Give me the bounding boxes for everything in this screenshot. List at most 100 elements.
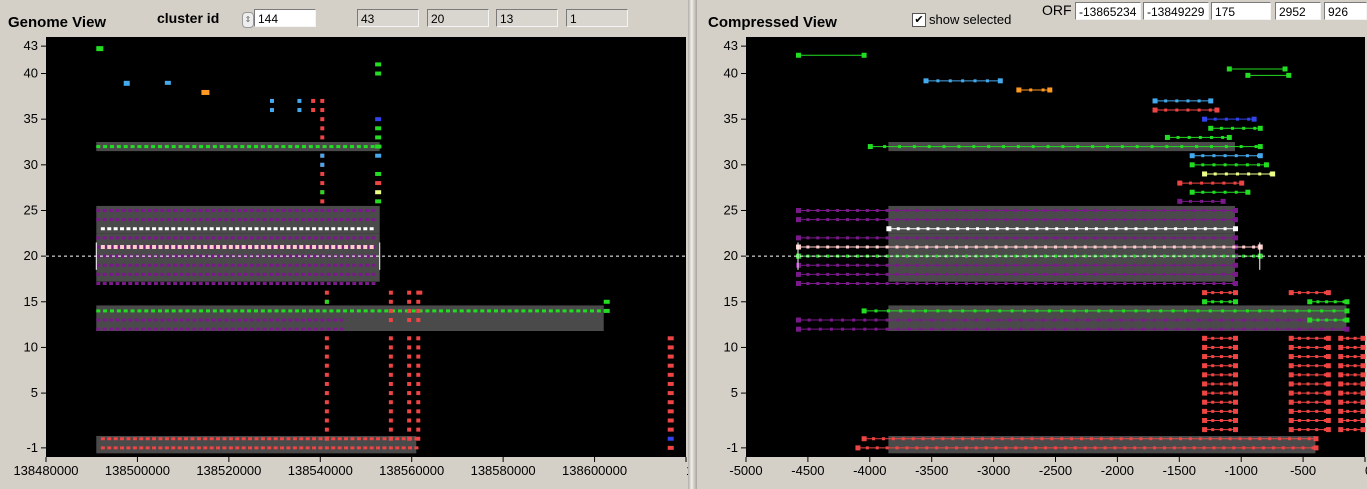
- feature-mark: [1353, 409, 1357, 413]
- feature-mark: [216, 227, 221, 231]
- feature-mark: [1233, 290, 1239, 296]
- feature-mark: [957, 145, 961, 149]
- feature-mark: [324, 227, 329, 231]
- count-field-1: 43: [357, 9, 419, 27]
- feature-mark: [190, 227, 195, 231]
- feature-mark: [1219, 382, 1223, 386]
- feature-mark: [826, 272, 830, 276]
- feature-mark: [795, 235, 801, 241]
- feature-mark: [192, 327, 197, 331]
- show-selected-checkbox[interactable]: ✔: [912, 12, 926, 27]
- feature-mark: [1242, 254, 1246, 258]
- feature-mark: [324, 290, 329, 295]
- feature-mark: [1079, 437, 1083, 441]
- feature-mark: [1323, 382, 1327, 386]
- feature-mark: [1047, 87, 1053, 93]
- feature-mark: [1222, 254, 1226, 258]
- feature-mark: [326, 272, 331, 276]
- feature-mark: [102, 327, 107, 331]
- feature-mark: [307, 272, 312, 276]
- orf-field-4[interactable]: 2952: [1275, 2, 1321, 20]
- orf-field-1[interactable]: -13865234: [1075, 2, 1141, 20]
- feature-mark: [915, 282, 919, 286]
- feature-mark: [576, 309, 581, 313]
- feature-mark: [102, 218, 107, 222]
- feature-mark: [166, 208, 171, 212]
- feature-mark: [382, 437, 387, 441]
- feature-mark: [301, 254, 306, 258]
- feature-mark: [1234, 154, 1238, 158]
- feature-mark: [102, 282, 107, 286]
- feature-mark: [115, 318, 120, 322]
- feature-mark: [795, 52, 801, 58]
- feature-mark: [974, 218, 978, 222]
- feature-mark: [964, 245, 968, 249]
- count-field-2: 20: [427, 9, 489, 27]
- feature-mark: [994, 218, 998, 222]
- feature-mark: [404, 309, 409, 313]
- feature-mark: [411, 309, 416, 313]
- orf-field-3[interactable]: 175: [1211, 2, 1271, 20]
- feature-mark: [1212, 282, 1216, 286]
- feature-mark: [1192, 245, 1196, 249]
- feature-mark: [1182, 218, 1186, 222]
- feature-mark: [1162, 208, 1166, 212]
- feature-mark: [308, 309, 313, 313]
- feature-mark: [1226, 134, 1232, 140]
- feature-mark: [375, 153, 382, 158]
- feature-mark: [217, 272, 222, 276]
- feature-mark: [1202, 290, 1208, 296]
- feature-mark: [1223, 163, 1227, 167]
- feature-mark: [281, 208, 286, 212]
- feature-mark: [237, 318, 242, 322]
- feature-mark: [946, 227, 950, 231]
- feature-mark: [855, 218, 859, 222]
- feature-mark: [247, 309, 252, 313]
- feature-mark: [1192, 446, 1196, 450]
- feature-mark: [816, 263, 820, 267]
- feature-mark: [382, 446, 387, 450]
- cluster-id-input[interactable]: 144: [254, 9, 316, 27]
- feature-mark: [294, 263, 299, 267]
- feature-mark: [1086, 318, 1090, 322]
- feature-mark: [1202, 363, 1208, 369]
- feature-mark: [1162, 236, 1166, 240]
- feature-mark: [326, 236, 331, 240]
- orf-field-2[interactable]: -13849229: [1143, 2, 1209, 20]
- feature-mark: [667, 400, 674, 405]
- feature-mark: [313, 236, 318, 240]
- feature-mark: [984, 446, 988, 450]
- feature-mark: [141, 318, 146, 322]
- feature-mark: [667, 436, 674, 441]
- feature-mark: [344, 437, 349, 441]
- feature-mark: [1133, 236, 1137, 240]
- feature-mark: [365, 236, 370, 240]
- feature-mark: [895, 236, 899, 240]
- feature-mark: [667, 418, 674, 423]
- feature-mark: [137, 145, 142, 149]
- feature-mark: [205, 218, 210, 222]
- orf-field-5[interactable]: 926: [1324, 2, 1367, 20]
- feature-mark: [667, 345, 674, 350]
- feature-mark: [1113, 245, 1117, 249]
- feature-mark: [1015, 227, 1019, 231]
- feature-mark: [178, 145, 183, 149]
- genome-view-title: Genome View: [8, 14, 107, 31]
- feature-mark: [984, 208, 988, 212]
- feature-mark: [964, 208, 968, 212]
- feature-mark: [1360, 417, 1366, 423]
- feature-mark: [1288, 344, 1294, 350]
- cluster-id-spinner[interactable]: ⇕: [242, 12, 254, 28]
- feature-mark: [905, 245, 909, 249]
- show-selected-toggle[interactable]: ✔ show selected: [912, 12, 1011, 27]
- feature-mark: [1162, 263, 1166, 267]
- feature-mark: [1315, 355, 1319, 359]
- feature-mark: [324, 400, 329, 405]
- feature-mark: [1219, 318, 1223, 322]
- feature-mark: [1073, 208, 1077, 212]
- feature-mark: [925, 218, 929, 222]
- feature-mark: [256, 282, 261, 286]
- panel-splitter[interactable]: [688, 0, 697, 489]
